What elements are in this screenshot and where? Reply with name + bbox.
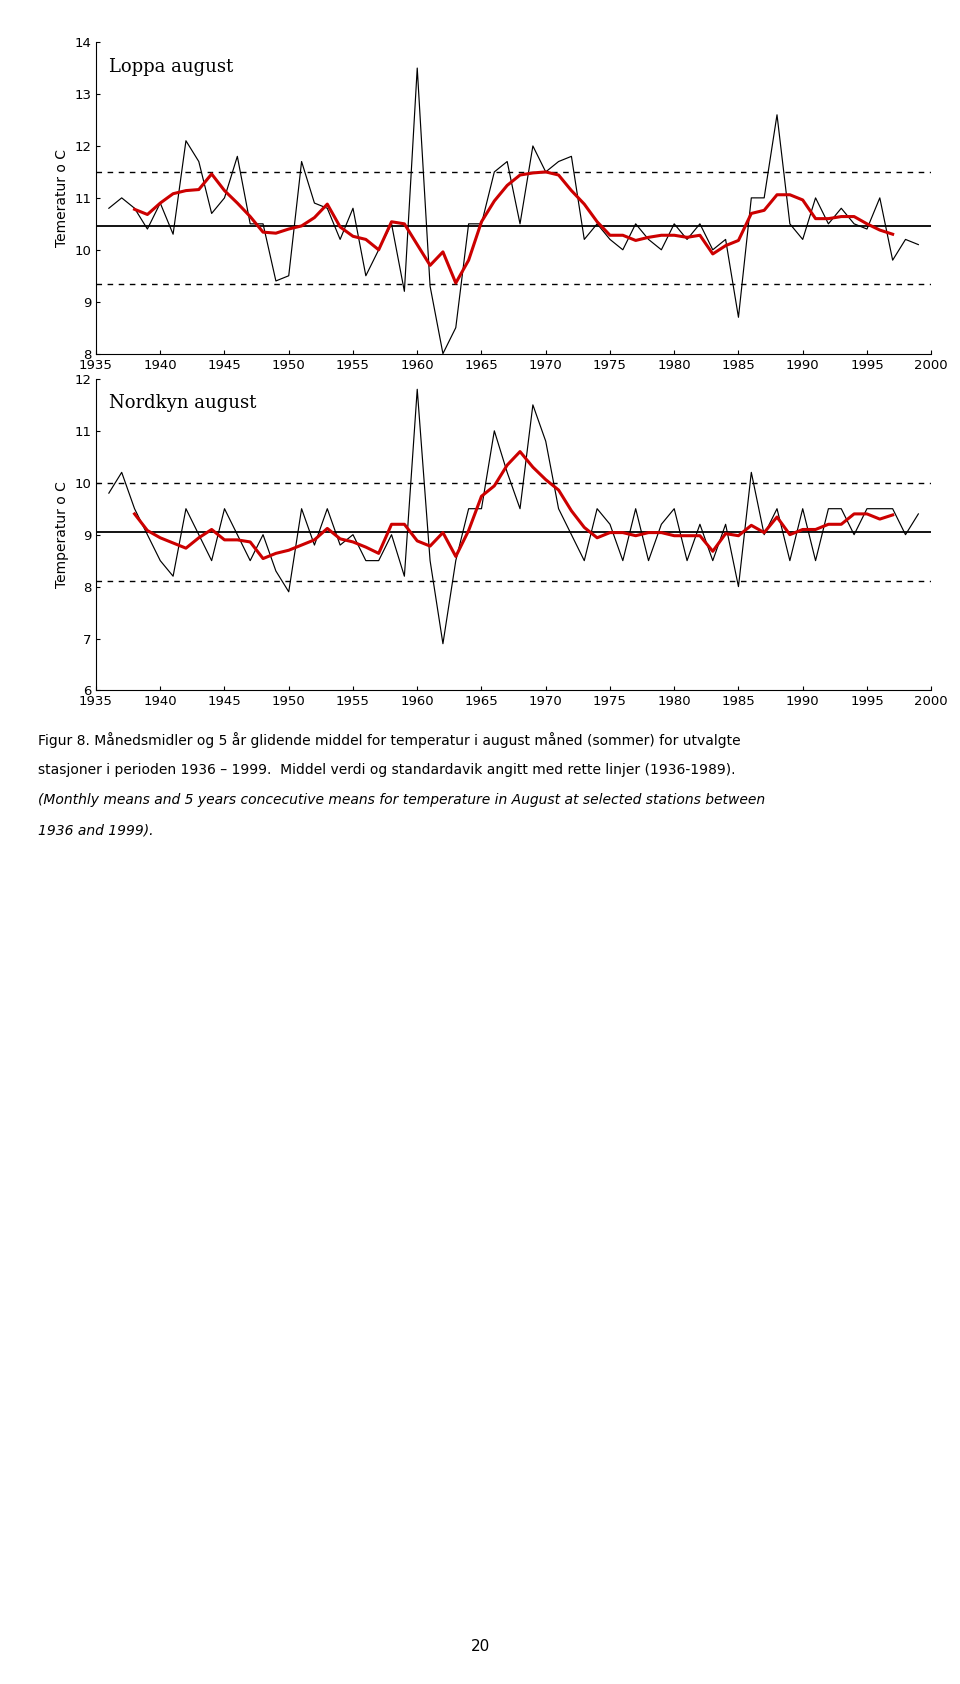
- Text: 20: 20: [470, 1639, 490, 1654]
- Text: Nordkyn august: Nordkyn august: [108, 394, 256, 413]
- Text: Loppa august: Loppa august: [108, 57, 232, 76]
- Text: Figur 8. Månedsmidler og 5 år glidende middel for temperatur i august måned (som: Figur 8. Månedsmidler og 5 år glidende m…: [38, 733, 741, 748]
- Y-axis label: Temperatur o C: Temperatur o C: [55, 482, 68, 588]
- Text: (Monthly means and 5 years concecutive means for temperature in August at select: (Monthly means and 5 years concecutive m…: [38, 793, 765, 807]
- Y-axis label: Temeratur o C: Temeratur o C: [55, 148, 68, 248]
- Text: 1936 and 1999).: 1936 and 1999).: [38, 823, 154, 837]
- Text: stasjoner i perioden 1936 – 1999.  Middel verdi og standardavik angitt med rette: stasjoner i perioden 1936 – 1999. Middel…: [38, 763, 736, 776]
